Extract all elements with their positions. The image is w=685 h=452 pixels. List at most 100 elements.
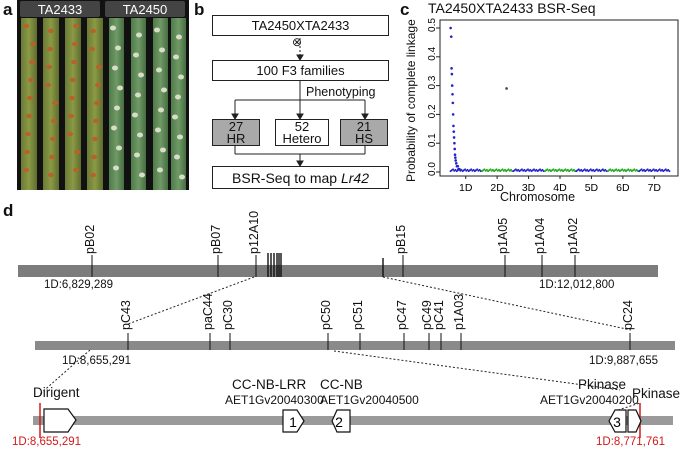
baseline-point <box>539 168 542 171</box>
data-point <box>452 130 456 133</box>
y-tick-label: 0.1 <box>427 133 438 147</box>
baseline-point <box>476 168 479 171</box>
hypersensitive-fleck <box>159 47 165 53</box>
rust-pustule <box>45 82 51 88</box>
baseline-point <box>466 168 469 171</box>
baseline-point <box>586 168 589 171</box>
group-hr-count: 27 <box>228 118 244 134</box>
chromosome-bar-2 <box>35 341 675 350</box>
leaf-resistant <box>109 18 124 190</box>
row1-marker-label: pB02 <box>83 224 97 254</box>
baseline-point <box>658 168 661 171</box>
gene-pkinase-label: Pkinase <box>632 386 681 401</box>
gene-2-name: CC-NB <box>320 377 363 392</box>
baseline-point <box>572 168 575 171</box>
hypersensitive-fleck <box>136 32 142 38</box>
rust-pustule <box>49 154 55 160</box>
group-hetero-class: Hetero <box>282 130 322 146</box>
data-point <box>450 84 454 87</box>
rust-pustule <box>51 118 57 124</box>
baseline-point <box>621 168 624 171</box>
gene-2-number: 2 <box>335 414 343 430</box>
data-point <box>450 67 453 70</box>
y-tick-label: 0.4 <box>427 46 438 60</box>
row1-marker-label: p1A04 <box>533 217 547 254</box>
baseline-point <box>454 168 457 171</box>
baseline-point <box>548 168 551 171</box>
row2-marker-label: pC43 <box>119 300 133 330</box>
data-point <box>452 136 456 139</box>
rust-pustule <box>89 46 95 52</box>
y-tick-label: 0.0 <box>427 162 438 176</box>
hypersensitive-fleck <box>156 67 162 73</box>
hypersensitive-fleck <box>138 72 144 78</box>
baseline-point <box>507 168 510 171</box>
panel-c-letter: c <box>400 0 410 19</box>
gene-dirigent-arrow <box>43 408 77 433</box>
data-point <box>456 164 460 168</box>
rust-pustule <box>30 41 36 47</box>
zoom-line-2a <box>39 349 91 395</box>
baseline-point <box>501 168 504 171</box>
baseline-point <box>526 168 529 171</box>
rust-pustule <box>73 167 79 173</box>
bsr-seq-label: BSR-Seq to map <box>232 169 341 186</box>
gene-pkinase-arrow <box>627 409 642 433</box>
y-tick-label: 0.2 <box>427 104 438 118</box>
gene-3-id: AET1Gv20040200 <box>540 393 639 407</box>
x-tick-label: 6D <box>616 182 630 194</box>
rust-pustule <box>52 100 58 106</box>
data-point <box>449 35 453 38</box>
baseline-point <box>604 168 607 171</box>
gene-3-number: 3 <box>613 414 621 430</box>
x-tick-label: 5D <box>585 182 599 194</box>
x-tick-label: 1D <box>459 182 473 194</box>
rust-pustule <box>95 82 101 88</box>
hypersensitive-fleck <box>160 147 166 153</box>
rust-pustule <box>91 154 97 160</box>
gene-1-id: AET1Gv20040300 <box>225 393 324 407</box>
hypersensitive-fleck <box>132 112 138 118</box>
row2-marker-label: pC30 <box>221 300 235 330</box>
baseline-point <box>627 168 630 171</box>
baseline-point <box>664 168 667 171</box>
baseline-point <box>570 168 573 171</box>
row1-marker-label: p1A02 <box>566 217 580 254</box>
row1-marker-label: p1A05 <box>496 217 510 254</box>
y-tick-label: 0.5 <box>427 18 438 32</box>
baseline-point <box>611 168 614 171</box>
baseline-point <box>668 170 671 173</box>
rust-pustule <box>90 28 96 34</box>
baseline-point <box>601 168 604 171</box>
leaf-label-ta2433: TA2433 <box>20 1 100 17</box>
baseline-point <box>483 168 486 171</box>
leaf-resistant <box>131 18 146 190</box>
gene-3-name: Pkinase <box>578 377 627 392</box>
baseline-point <box>552 168 555 171</box>
data-point <box>453 147 457 151</box>
leaf-resistant <box>171 18 186 190</box>
data-point <box>454 162 458 165</box>
hypersensitive-fleck <box>176 34 182 40</box>
data-point <box>451 113 455 116</box>
bsr-seq-gene: Lr42 <box>340 169 369 186</box>
gene-dirigent-label: Dirigent <box>33 385 80 400</box>
row2-marker-label: pC41 <box>432 300 446 330</box>
data-point <box>505 87 508 90</box>
hypersensitive-fleck <box>173 54 179 60</box>
rust-pustule <box>48 172 54 178</box>
data-point <box>454 159 457 162</box>
chromosome-bar-1 <box>18 265 658 277</box>
chart-xlabel: Chromosome <box>500 190 576 204</box>
hypersensitive-fleck <box>111 125 117 131</box>
row2-marker-label: pC24 <box>621 300 635 330</box>
x-tick-label: 4D <box>553 182 567 194</box>
data-point <box>451 92 454 96</box>
baseline-point <box>546 168 549 171</box>
row3-right-coord: 1D:8,771,761 <box>596 436 666 448</box>
baseline-point <box>595 168 598 171</box>
row1-marker-label: pB15 <box>394 224 408 254</box>
group-hetero-count: 52 <box>294 118 310 134</box>
baseline-point <box>589 168 592 171</box>
baseline-point <box>514 168 517 171</box>
